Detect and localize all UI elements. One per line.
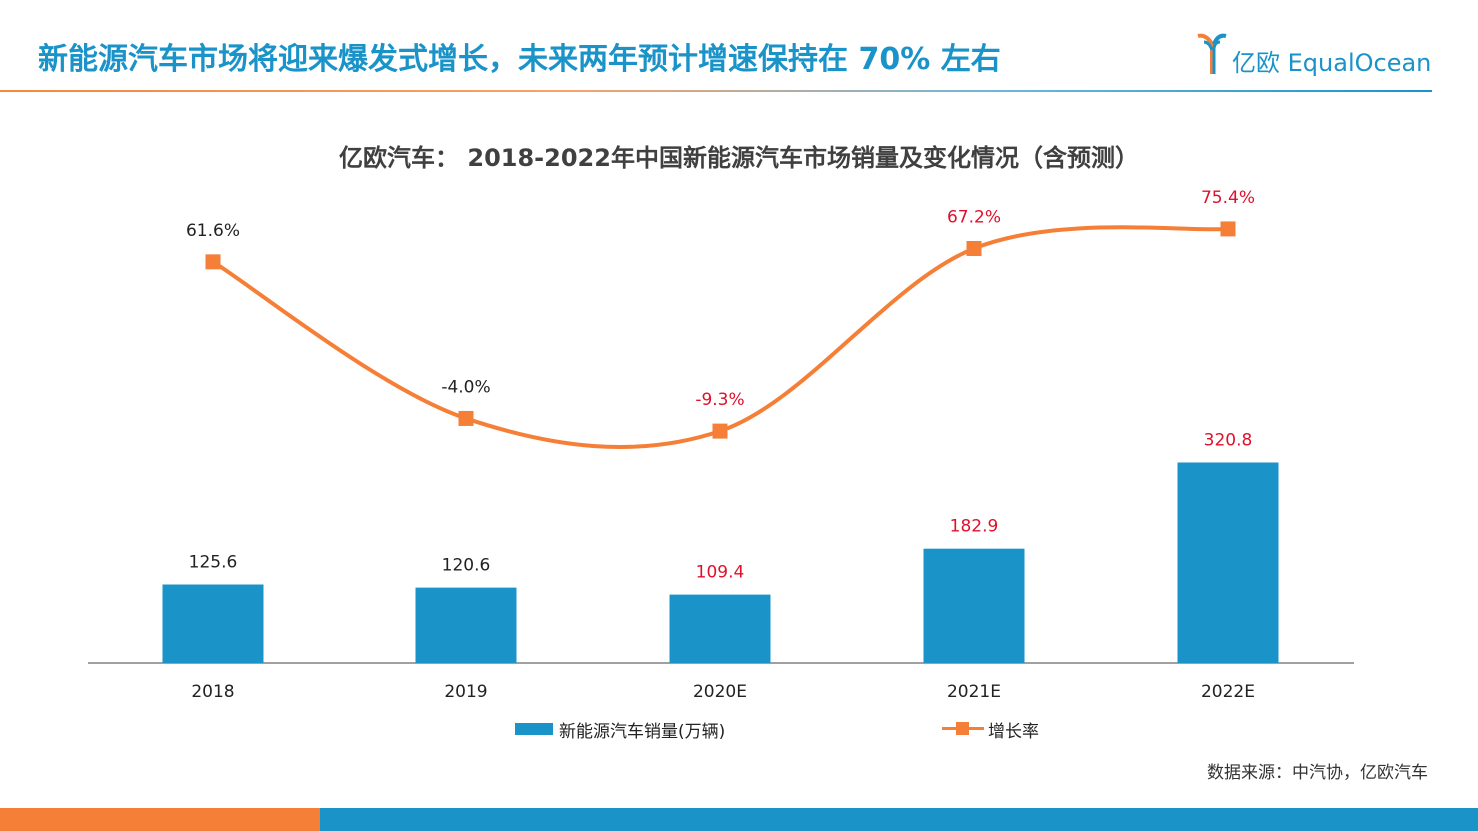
legend-bar-swatch [515,723,553,735]
growth-label-2021E: 67.2% [947,207,1001,227]
bar-label-2022E: 320.8 [1204,431,1253,451]
growth-label-2019: -4.0% [441,377,490,397]
bar-2020E [669,594,771,663]
growth-label-2018: 61.6% [186,221,240,241]
growth-label-2020E: -9.3% [695,390,744,410]
growth-marker-2022E [1220,221,1236,237]
growth-marker-2021E [966,240,982,256]
bar-label-2018: 125.6 [189,553,238,573]
legend-growth: 增长率 [942,716,1082,742]
x-tick-2019: 2019 [444,682,487,702]
footer-bar-blue [320,808,1478,831]
growth-label-2022E: 75.4% [1201,188,1255,208]
chart-title: 亿欧汽车： 2018-2022年中国新能源汽车市场销量及变化情况（含预测） [339,144,1139,172]
growth-marker-2020E [712,423,728,439]
bar-2018 [162,584,264,663]
bar-2019 [415,587,517,663]
x-tick-2022E: 2022E [1201,682,1255,702]
equalocean-logo: 亿欧 EqualOcean [1196,30,1436,82]
legend-growth-label: 增长率 [988,722,1039,742]
legend-line-marker [956,722,969,735]
logo-text: 亿欧 EqualOcean [1232,49,1432,77]
bar-label-2019: 120.6 [442,556,491,576]
x-tick-2020E: 2020E [693,682,747,702]
growth-marker-2019 [458,410,474,426]
header-divider [0,90,1432,92]
legend-sales-label: 新能源汽车销量(万辆) [559,722,726,742]
bar-label-2021E: 182.9 [950,517,999,537]
footer-bar-orange [0,808,320,831]
x-tick-2021E: 2021E [947,682,1001,702]
bar-2021E [923,548,1025,663]
page-title: 新能源汽车市场将迎来爆发式增长，未来两年预计增速保持在 70% 左右 [38,42,1001,77]
growth-rate-line [211,225,1229,449]
x-tick-2018: 2018 [191,682,234,702]
source-note: 数据来源：中汽协，亿欧汽车 [1207,763,1428,783]
bar-2022E [1177,462,1279,663]
legend-sales: 新能源汽车销量(万辆) [515,716,775,742]
growth-marker-2018 [205,254,221,270]
bar-label-2020E: 109.4 [696,563,745,583]
equalocean-logo-icon [1197,33,1227,74]
